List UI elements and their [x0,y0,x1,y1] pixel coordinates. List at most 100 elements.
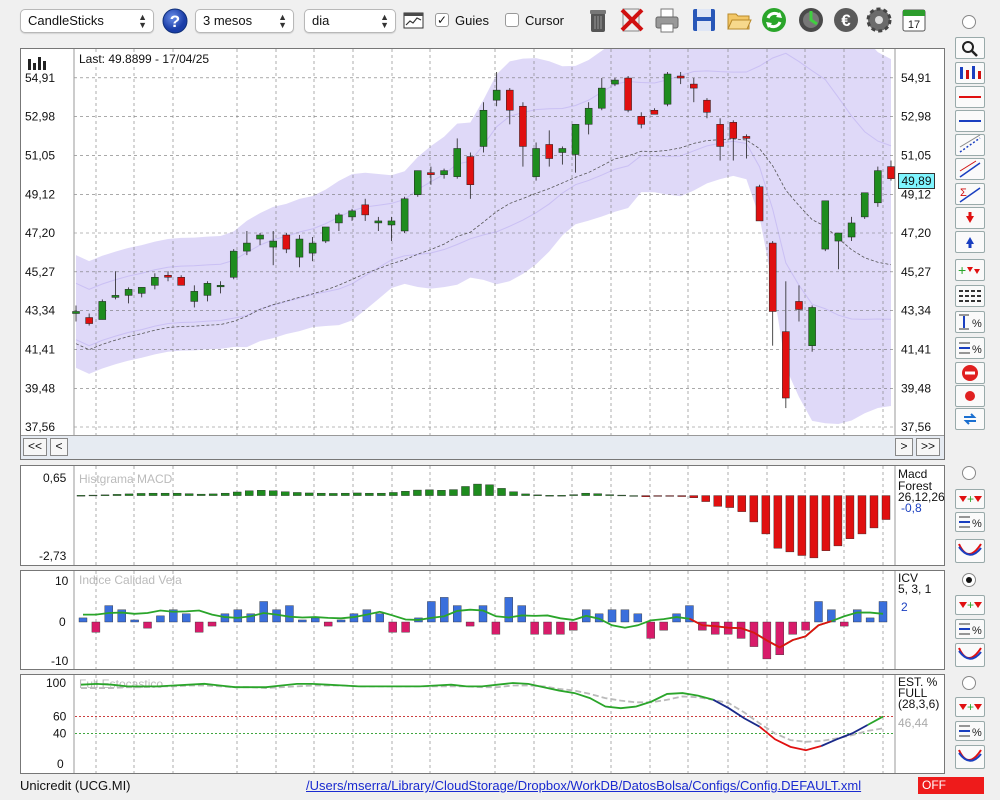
buy-sell-icon[interactable]: + [955,259,985,281]
nav-prev-button[interactable]: < [50,438,68,456]
save-icon[interactable] [690,6,718,34]
channel-icon[interactable] [955,158,985,180]
icv-panel[interactable]: Indice Calidad Vela 10 0 -10 ICV 5, 3, 1 2 [20,570,945,670]
candle-up [532,148,540,177]
macd-bar-positive [485,484,494,496]
macd-bar-positive [617,494,626,497]
config-path-link[interactable]: /Users/mserra/Library/CloudStorage/Dropb… [306,778,862,793]
candle-up [414,170,422,196]
horizontal-red-line-icon[interactable] [955,86,985,108]
percent-lines-icon[interactable]: % [955,337,985,359]
svg-text:+: + [967,492,974,506]
buy-sell-icon[interactable]: + [955,697,985,717]
chart-type-select[interactable]: CandleSticks ▲ ▼ [20,9,154,33]
icv-bar-positive [878,601,888,623]
stoch-panel-radio[interactable] [962,676,976,690]
ticker-name: Unicredit (UCG.MI) [20,778,131,793]
zoom-icon[interactable] [955,37,985,59]
percent-lines-icon[interactable]: % [955,619,985,639]
percent-lines-icon[interactable]: % [955,512,985,532]
nav-last-button[interactable]: >> [916,438,940,456]
current-price-tag: 49,89 [898,173,935,189]
record-icon[interactable] [955,385,985,407]
status-off-badge[interactable]: OFF [918,777,984,794]
percent-scale-icon[interactable]: % [955,311,985,333]
update-data-icon[interactable] [797,6,825,34]
candle-up [190,291,199,302]
nav-first-button[interactable]: << [23,438,47,456]
nav-next-button[interactable]: > [895,438,913,456]
icv-panel-radio[interactable] [962,573,976,587]
grid-icon[interactable] [955,285,985,307]
icv-bar-positive [852,609,862,623]
buy-sell-icon[interactable]: + [955,489,985,509]
macd-bar-negative [857,495,867,535]
icv-bar-positive [233,609,243,623]
cross-curve-icon[interactable] [955,745,985,769]
macd-bar-positive [305,492,314,496]
horizontal-blue-line-icon[interactable] [955,110,985,132]
macd-bar-positive [172,492,182,496]
icv-value: 2 [901,600,908,614]
guides-checkbox[interactable]: ✓ [435,13,449,27]
gear-icon[interactable] [865,6,893,34]
period-select[interactable]: 3 mesos ▲ ▼ [195,9,294,33]
candle-up [295,238,304,258]
buy-sell-icon[interactable]: + [955,595,985,615]
macd-panel-radio[interactable] [962,466,976,480]
delete-icon[interactable] [618,6,646,34]
y-tick-label-right: 37,56 [901,420,931,434]
candle-style-icon[interactable] [955,62,985,84]
fibonacci-icon[interactable]: Σ [955,183,985,205]
cursor-checkbox[interactable] [505,13,519,27]
candle-down [164,275,172,278]
svg-text:€: € [841,11,851,30]
refresh-icon[interactable] [760,6,788,34]
icv-bar-negative [736,621,746,639]
currency-icon[interactable]: € [832,6,860,34]
swap-icon[interactable] [955,408,985,430]
cross-curve-icon[interactable] [955,643,985,667]
candle-up [492,89,501,101]
print-icon[interactable] [653,6,681,34]
macd-bar-negative [797,495,807,556]
macd-bar-positive [377,492,386,496]
y-tick-label-right: 39,48 [901,381,931,395]
chart-view-icon[interactable] [403,11,425,31]
svg-text:+: + [967,598,974,612]
candle-down [624,77,632,111]
icv-bar-negative [207,621,217,627]
chevron-updown-icon: ▲ ▼ [138,12,147,30]
svg-text:%: % [972,518,982,530]
stoch-panel[interactable]: Full Estocastico 100 60 40 0 EST. % FULL (28,3,… [20,674,945,774]
macd-bar-positive [629,495,638,497]
price-chart-panel[interactable]: 56,8456,8454,9154,9152,9852,9851,0551,05… [20,48,945,460]
macd-bar-negative [833,495,843,547]
macd-bar-negative [869,495,879,529]
candle-up [400,198,409,232]
calendar-icon[interactable]: 17 [900,6,928,34]
help-icon[interactable]: ? [162,8,188,34]
open-folder-icon[interactable] [725,6,753,34]
interval-select[interactable]: dia ▲ ▼ [304,9,396,33]
macd-bar-positive [557,495,566,497]
stoch-y-tick: 100 [46,676,66,690]
cross-curve-icon[interactable] [955,539,985,563]
macd-bar-positive [413,489,422,496]
y-tick-label-left: 45,27 [25,265,55,279]
date-navigator [21,435,944,459]
macd-panel[interactable]: Histgrama MACD 0,65 -2,73 Macd Forest 26,12,2… [20,465,945,566]
percent-lines-icon[interactable]: % [955,721,985,741]
svg-text:Σ: Σ [960,187,967,199]
trendline-icon[interactable] [955,134,985,156]
no-entry-icon[interactable] [955,362,985,384]
candle-up [663,73,672,105]
macd-bar-negative [881,495,891,520]
arrow-down-icon[interactable] [955,207,985,229]
macd-bar-positive [245,490,254,496]
trash-icon[interactable] [584,6,612,34]
macd-bar-negative [749,495,759,523]
arrow-up-icon[interactable] [955,231,985,253]
main-panel-radio[interactable] [962,15,976,29]
candle-down [676,75,685,79]
